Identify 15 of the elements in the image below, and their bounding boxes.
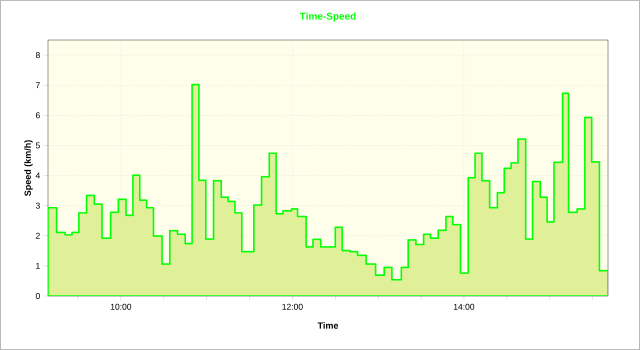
y-tick-label: 0 <box>36 292 40 300</box>
x-axis-title: Time <box>318 322 338 329</box>
y-tick-label: 5 <box>36 142 40 148</box>
y-tick-label: 8 <box>36 52 40 58</box>
x-tick-label: 12:00 <box>282 304 303 310</box>
x-tick-label: 14:00 <box>454 304 474 310</box>
y-tick-label: 3 <box>36 202 40 209</box>
y-axis-title: Speed (km/h) <box>24 140 33 196</box>
chart-title: Time-Speed <box>300 12 356 22</box>
y-tick-label: 6 <box>36 112 40 118</box>
y-tick-label: 1 <box>36 262 40 269</box>
x-tick-label: 10:00 <box>110 304 132 310</box>
y-tick-label: 2 <box>36 232 40 239</box>
y-tick-label: 4 <box>36 172 40 178</box>
y-tick-label: 7 <box>36 82 40 88</box>
